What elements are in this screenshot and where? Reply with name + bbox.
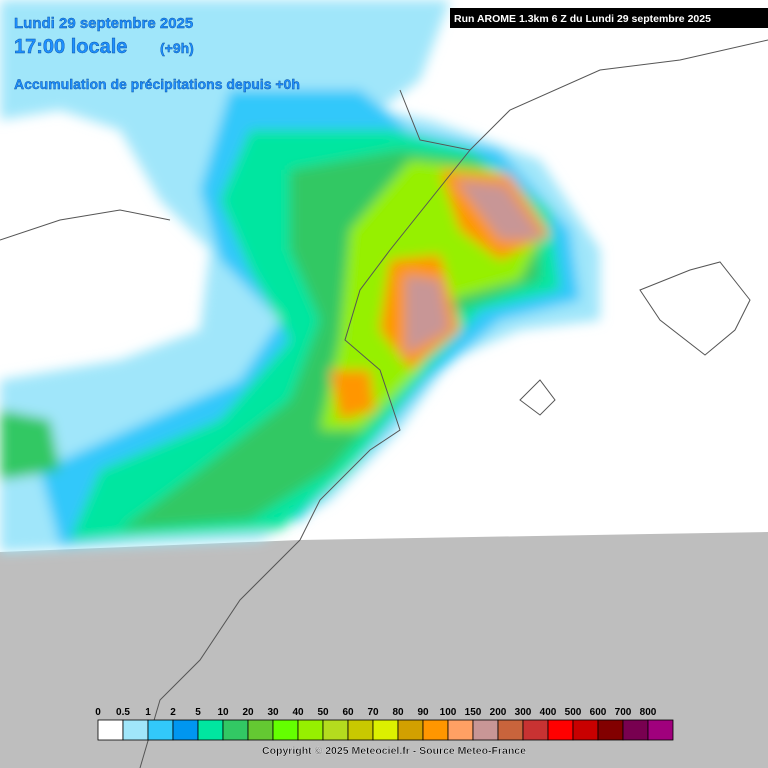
legend-swatch <box>622 719 649 741</box>
outside-domain <box>0 532 768 768</box>
legend-swatch <box>647 719 674 741</box>
legend-swatch <box>122 719 149 741</box>
subtitle: Accumulation de précipitations depuis +0… <box>14 76 300 92</box>
legend-swatch <box>472 719 499 741</box>
legend-swatch <box>397 719 424 741</box>
legend-label: 100 <box>440 707 457 718</box>
legend-swatch <box>597 719 624 741</box>
precipitation <box>0 0 600 552</box>
legend-swatch <box>347 719 374 741</box>
legend-swatch <box>272 719 299 741</box>
legend-label: 200 <box>490 707 507 718</box>
legend-label: 0.5 <box>116 707 130 718</box>
legend-swatch <box>197 719 224 741</box>
legend-swatch <box>322 719 349 741</box>
legend-label: 500 <box>565 707 582 718</box>
legend-label: 5 <box>195 707 201 718</box>
legend-swatch <box>297 719 324 741</box>
legend-label: 1 <box>145 707 151 718</box>
legend-swatch <box>522 719 549 741</box>
legend-label: 90 <box>417 707 429 718</box>
legend-swatch <box>447 719 474 741</box>
legend-label: 10 <box>217 707 229 718</box>
legend-swatch <box>497 719 524 741</box>
legend-swatch <box>372 719 399 741</box>
legend-label: 800 <box>640 707 657 718</box>
legend-label: 70 <box>367 707 379 718</box>
legend-label: 600 <box>590 707 607 718</box>
legend-label: 40 <box>292 707 304 718</box>
legend-label: 20 <box>242 707 254 718</box>
legend-label: 700 <box>615 707 632 718</box>
legend-swatch <box>97 719 124 741</box>
legend-swatch <box>247 719 274 741</box>
legend-swatch <box>422 719 449 741</box>
legend-label: 0 <box>95 707 101 718</box>
offset: (+9h) <box>160 40 194 56</box>
legend-label: 150 <box>465 707 482 718</box>
time: 17:00 locale <box>14 36 127 58</box>
legend-label: 60 <box>342 707 354 718</box>
legend-label: 400 <box>540 707 557 718</box>
legend-swatch <box>572 719 599 741</box>
legend-label: 300 <box>515 707 532 718</box>
run-bg <box>450 8 768 28</box>
legend-label: 80 <box>392 707 404 718</box>
legend-swatch <box>147 719 174 741</box>
legend-swatch <box>222 719 249 741</box>
legend: 0 0.5 1 2 5 10 20 30 40 50 60 70 80 90 100 150 200 300 400… <box>95 707 674 741</box>
copyright: Copyright © 2025 Meteociel.fr - Source M… <box>262 745 526 757</box>
legend-swatch <box>547 719 574 741</box>
run-info: Run AROME 1.3km 6 Z du Lundi 29 septembr… <box>454 13 711 25</box>
legend-label: 30 <box>267 707 279 718</box>
legend-label: 50 <box>317 707 329 718</box>
legend-label: 2 <box>170 707 176 718</box>
date: Lundi 29 septembre 2025 <box>14 15 193 32</box>
legend-swatch <box>172 719 199 741</box>
